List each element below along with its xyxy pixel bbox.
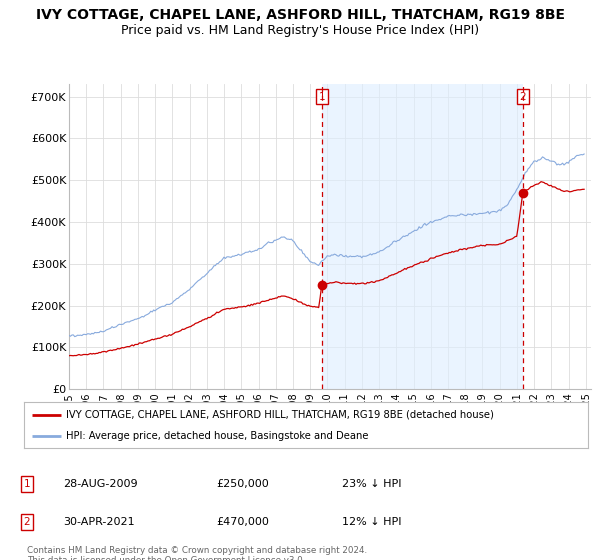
Bar — [322, 84, 523, 389]
Text: HPI: Average price, detached house, Basingstoke and Deane: HPI: Average price, detached house, Basi… — [66, 431, 369, 441]
Text: £470,000: £470,000 — [216, 517, 269, 527]
Text: 28-AUG-2009: 28-AUG-2009 — [63, 479, 137, 489]
Text: 2: 2 — [519, 91, 526, 101]
Text: Contains HM Land Registry data © Crown copyright and database right 2024.
This d: Contains HM Land Registry data © Crown c… — [27, 546, 367, 560]
Text: 1: 1 — [23, 479, 31, 489]
Text: 12% ↓ HPI: 12% ↓ HPI — [342, 517, 401, 527]
Text: IVY COTTAGE, CHAPEL LANE, ASHFORD HILL, THATCHAM, RG19 8BE (detached house): IVY COTTAGE, CHAPEL LANE, ASHFORD HILL, … — [66, 410, 494, 420]
Text: 23% ↓ HPI: 23% ↓ HPI — [342, 479, 401, 489]
Text: 2: 2 — [23, 517, 31, 527]
Text: IVY COTTAGE, CHAPEL LANE, ASHFORD HILL, THATCHAM, RG19 8BE: IVY COTTAGE, CHAPEL LANE, ASHFORD HILL, … — [35, 8, 565, 22]
Text: £250,000: £250,000 — [216, 479, 269, 489]
Text: Price paid vs. HM Land Registry's House Price Index (HPI): Price paid vs. HM Land Registry's House … — [121, 24, 479, 36]
Text: 30-APR-2021: 30-APR-2021 — [63, 517, 134, 527]
Text: 1: 1 — [319, 91, 325, 101]
